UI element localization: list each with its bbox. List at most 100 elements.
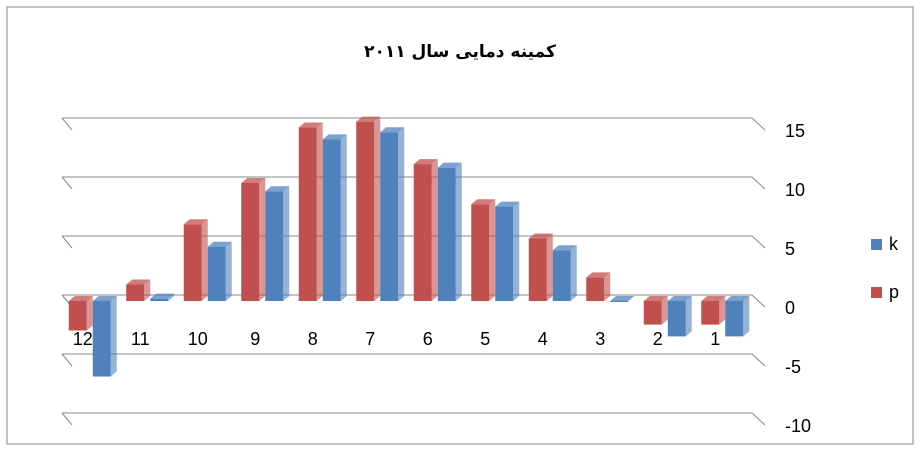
bar [126, 284, 145, 301]
bar-top [92, 296, 117, 301]
bar-side [489, 199, 496, 301]
bar [528, 238, 547, 301]
bar [586, 277, 605, 301]
x-tick-label: 9 [250, 329, 260, 349]
x-tick-label: 8 [308, 329, 318, 349]
bar-side [661, 296, 668, 325]
grid-line-depth [61, 176, 73, 190]
bar [495, 206, 514, 301]
grid-line-depth [751, 412, 766, 426]
legend-label: p [889, 282, 899, 302]
bar-top [725, 296, 750, 301]
bar-side [144, 279, 151, 301]
y-tick-label: -10 [785, 416, 811, 436]
bar-top [471, 199, 496, 205]
bar [265, 191, 284, 301]
bar-side [201, 219, 208, 301]
bar-top [126, 279, 151, 285]
bar-top [207, 241, 232, 247]
chart-title: کمینه دمایی سال ۲۰۱۱ [364, 42, 556, 62]
bar-top [667, 296, 692, 301]
bar-side [743, 296, 750, 337]
bar-top [183, 219, 208, 225]
bar-side [225, 241, 232, 301]
bar [68, 301, 87, 331]
bar-side [546, 233, 553, 301]
bar-side [719, 296, 726, 325]
bar [322, 139, 341, 301]
bar [183, 224, 202, 301]
bar-side [431, 159, 438, 301]
bar-top [552, 245, 577, 251]
bar [150, 298, 169, 301]
x-tick-label: 3 [595, 329, 605, 349]
bar [643, 301, 662, 325]
bar-top [495, 201, 520, 207]
bar-side [86, 296, 93, 331]
x-tick-label: 12 [73, 329, 93, 349]
bar-top [610, 296, 635, 301]
bar [92, 301, 111, 377]
bar [552, 250, 571, 301]
bar [471, 204, 490, 301]
bar-top [150, 293, 175, 299]
y-tick-label: 10 [785, 180, 805, 200]
bar-top [322, 134, 347, 140]
x-tick-label: 4 [538, 329, 548, 349]
x-tick-label: 5 [480, 329, 490, 349]
grid-line-depth [61, 353, 73, 367]
bar-top [528, 233, 553, 239]
bar-side [316, 122, 323, 301]
bar-top [586, 272, 611, 278]
legend-swatch [871, 239, 882, 250]
bar-side [398, 127, 405, 301]
y-tick-label: -5 [785, 357, 801, 377]
bar [356, 121, 375, 301]
bar-side [513, 201, 520, 301]
x-tick-label: 2 [653, 329, 663, 349]
bar-side [455, 162, 462, 301]
bar-top [298, 122, 323, 128]
bar-top [265, 186, 290, 192]
bar [701, 301, 720, 325]
grid-line-depth [751, 294, 766, 308]
grid-line-depth [61, 235, 73, 249]
bar-top [701, 296, 726, 301]
bar [241, 183, 260, 301]
bar [380, 132, 399, 301]
bar [725, 301, 744, 337]
bar-top [413, 159, 438, 165]
bar-side [340, 134, 347, 301]
y-tick-label: 15 [785, 121, 805, 141]
x-tick-label: 10 [188, 329, 208, 349]
bar-top [437, 162, 462, 168]
bar-top [356, 116, 381, 122]
legend-label: k [889, 234, 899, 254]
x-tick-label: 11 [131, 329, 150, 349]
bar-top [380, 127, 405, 133]
bar [413, 164, 432, 301]
grid-line-depth [751, 117, 766, 131]
bar-top [68, 296, 93, 301]
bar-side [283, 186, 290, 301]
y-tick-label: 5 [785, 239, 795, 259]
grid-line-depth [751, 176, 766, 190]
bar [207, 246, 226, 301]
bar-side [168, 293, 175, 301]
bar-top [643, 296, 668, 301]
x-tick-label: 1 [710, 329, 720, 349]
bar-side [374, 116, 381, 301]
grid-line-depth [751, 235, 766, 249]
grid-line-depth [61, 117, 73, 131]
y-tick-label: 0 [785, 298, 795, 318]
bar [610, 301, 629, 302]
bar [298, 127, 317, 301]
x-tick-label: 6 [423, 329, 433, 349]
bar-side [570, 245, 577, 301]
grid-line-depth [61, 412, 73, 426]
bar-side [259, 178, 266, 301]
bar-top [241, 178, 266, 183]
bar-side [604, 272, 611, 301]
bar [667, 301, 686, 337]
